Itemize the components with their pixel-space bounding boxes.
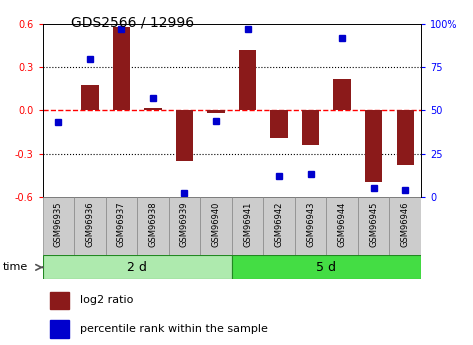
Bar <box>302 110 319 145</box>
Text: time: time <box>2 263 27 272</box>
Bar <box>295 197 326 255</box>
Bar <box>263 197 295 255</box>
Bar <box>74 197 105 255</box>
Bar <box>326 197 358 255</box>
Text: GSM96936: GSM96936 <box>85 201 95 247</box>
Bar <box>207 110 225 113</box>
Text: GSM96940: GSM96940 <box>211 201 220 247</box>
Bar <box>81 85 98 110</box>
Text: GSM96944: GSM96944 <box>338 201 347 247</box>
Bar <box>144 108 162 110</box>
Bar <box>50 292 69 309</box>
Text: GSM96938: GSM96938 <box>149 201 158 247</box>
Text: GSM96937: GSM96937 <box>117 201 126 247</box>
Text: GSM96943: GSM96943 <box>306 201 315 247</box>
Text: percentile rank within the sample: percentile rank within the sample <box>80 324 268 334</box>
Bar <box>169 197 200 255</box>
Text: GSM96939: GSM96939 <box>180 201 189 247</box>
Bar <box>43 255 232 279</box>
Bar <box>137 197 169 255</box>
Bar <box>105 197 137 255</box>
Bar <box>396 110 414 165</box>
Text: GSM96935: GSM96935 <box>54 201 63 247</box>
Bar <box>333 79 351 110</box>
Bar <box>232 255 421 279</box>
Bar <box>43 197 74 255</box>
Bar <box>200 197 232 255</box>
Bar <box>271 110 288 138</box>
Text: 2 d: 2 d <box>127 261 147 274</box>
Text: GSM96941: GSM96941 <box>243 201 252 247</box>
Text: 5 d: 5 d <box>316 261 336 274</box>
Text: log2 ratio: log2 ratio <box>80 295 134 305</box>
Bar <box>176 110 193 161</box>
Text: GSM96946: GSM96946 <box>401 201 410 247</box>
Bar <box>365 110 382 182</box>
Bar <box>232 197 263 255</box>
Bar <box>239 50 256 110</box>
Text: GSM96945: GSM96945 <box>369 201 378 247</box>
Bar <box>50 320 69 337</box>
Text: GDS2566 / 12996: GDS2566 / 12996 <box>71 16 194 30</box>
Bar <box>358 197 389 255</box>
Text: GSM96942: GSM96942 <box>274 201 284 247</box>
Bar <box>389 197 421 255</box>
Bar <box>113 27 130 110</box>
